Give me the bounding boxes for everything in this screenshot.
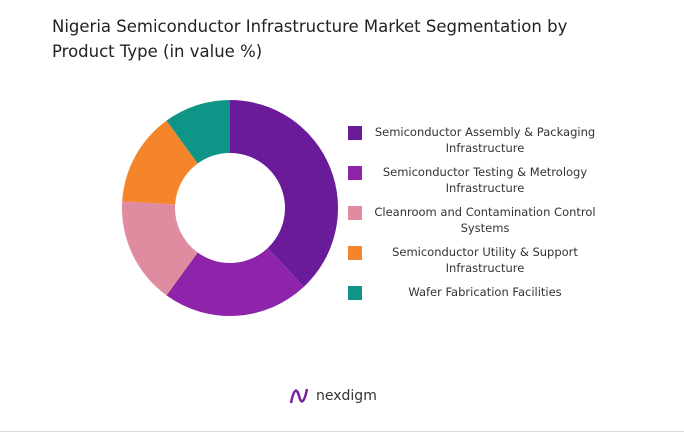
donut-segment (166, 100, 230, 164)
legend-item: Semiconductor Utility & Support Infrastr… (348, 244, 608, 276)
logo-icon (289, 388, 309, 404)
legend-item: Semiconductor Testing & Metrology Infras… (348, 164, 608, 196)
legend-item: Wafer Fabrication Facilities (348, 284, 608, 300)
legend-label: Semiconductor Utility & Support Infrastr… (392, 245, 578, 275)
legend-item: Semiconductor Assembly & Packaging Infra… (348, 124, 608, 156)
legend-swatch (348, 166, 362, 180)
legend-swatch (348, 246, 362, 260)
legend-label: Cleanroom and Contamination Control Syst… (374, 205, 596, 235)
legend-label: Semiconductor Assembly & Packaging Infra… (374, 125, 596, 155)
legend-item: Cleanroom and Contamination Control Syst… (348, 204, 608, 236)
logo: nexdigm (288, 386, 377, 406)
divider (0, 431, 684, 432)
donut-segment (122, 120, 198, 205)
legend-swatch (348, 206, 362, 220)
donut-segment (230, 100, 338, 287)
logo-text: nexdigm (316, 388, 377, 404)
donut-segment (166, 248, 304, 316)
legend: Semiconductor Assembly & Packaging Infra… (348, 124, 608, 308)
legend-label: Wafer Fabrication Facilities (408, 285, 562, 299)
donut-segment (122, 201, 198, 296)
legend-label: Semiconductor Testing & Metrology Infras… (382, 165, 588, 195)
legend-swatch (348, 126, 362, 140)
chart-title: Nigeria Semiconductor Infrastructure Mar… (52, 17, 568, 61)
legend-swatch (348, 286, 362, 300)
